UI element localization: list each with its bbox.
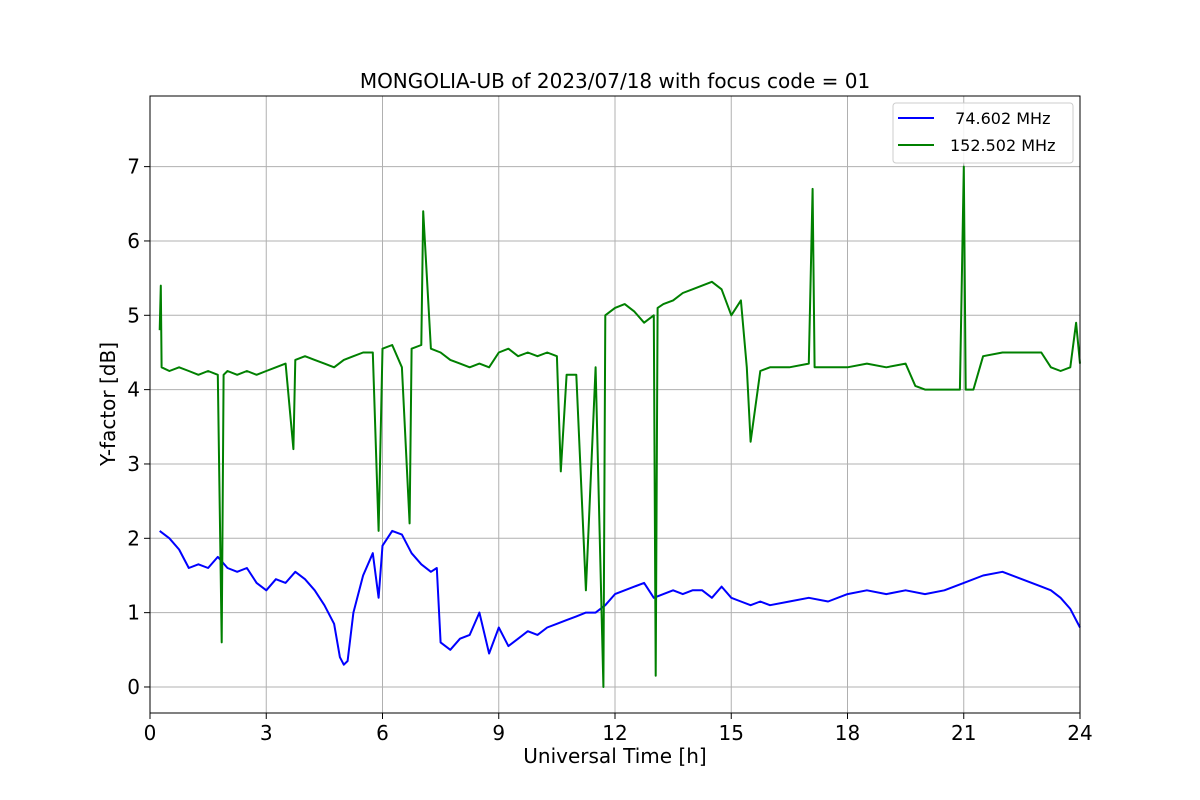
chart-title: MONGOLIA-UB of 2023/07/18 with focus cod… (360, 69, 870, 93)
x-tick-label: 18 (835, 721, 860, 745)
y-axis: 0 1 2 3 4 5 6 7 (127, 155, 150, 699)
y-tick-label: 6 (127, 229, 140, 253)
legend-label-152mhz: 152.502 MHz (950, 136, 1055, 155)
x-tick-label: 6 (376, 721, 389, 745)
series-layer (158, 165, 1081, 688)
y-tick-label: 7 (127, 155, 140, 179)
y-tick-label: 0 (127, 675, 140, 699)
x-axis: 0 3 6 9 12 15 18 21 24 (144, 713, 1093, 745)
x-tick-label: 15 (719, 721, 744, 745)
x-tick-label: 12 (602, 721, 627, 745)
y-tick-label: 2 (127, 526, 140, 550)
series-line-152-502-mhz (158, 165, 1081, 688)
series-line-74-602-mhz (159, 529, 1081, 666)
y-tick-label: 5 (127, 303, 140, 327)
y-tick-label: 1 (127, 601, 140, 625)
x-tick-label: 24 (1067, 721, 1092, 745)
legend: 74.602 MHz 152.502 MHz (892, 102, 1074, 164)
x-tick-label: 21 (951, 721, 976, 745)
y-tick-label: 3 (127, 452, 140, 476)
legend-label-74mhz: 74.602 MHz (945, 109, 1050, 128)
x-tick-label: 0 (144, 721, 157, 745)
x-axis-label: Universal Time [h] (523, 744, 706, 768)
x-tick-label: 3 (260, 721, 273, 745)
x-tick-label: 9 (492, 721, 505, 745)
y-axis-label: Y-factor [dB] (96, 342, 120, 467)
legend-box (892, 102, 1074, 164)
y-tick-label: 4 (127, 378, 140, 402)
